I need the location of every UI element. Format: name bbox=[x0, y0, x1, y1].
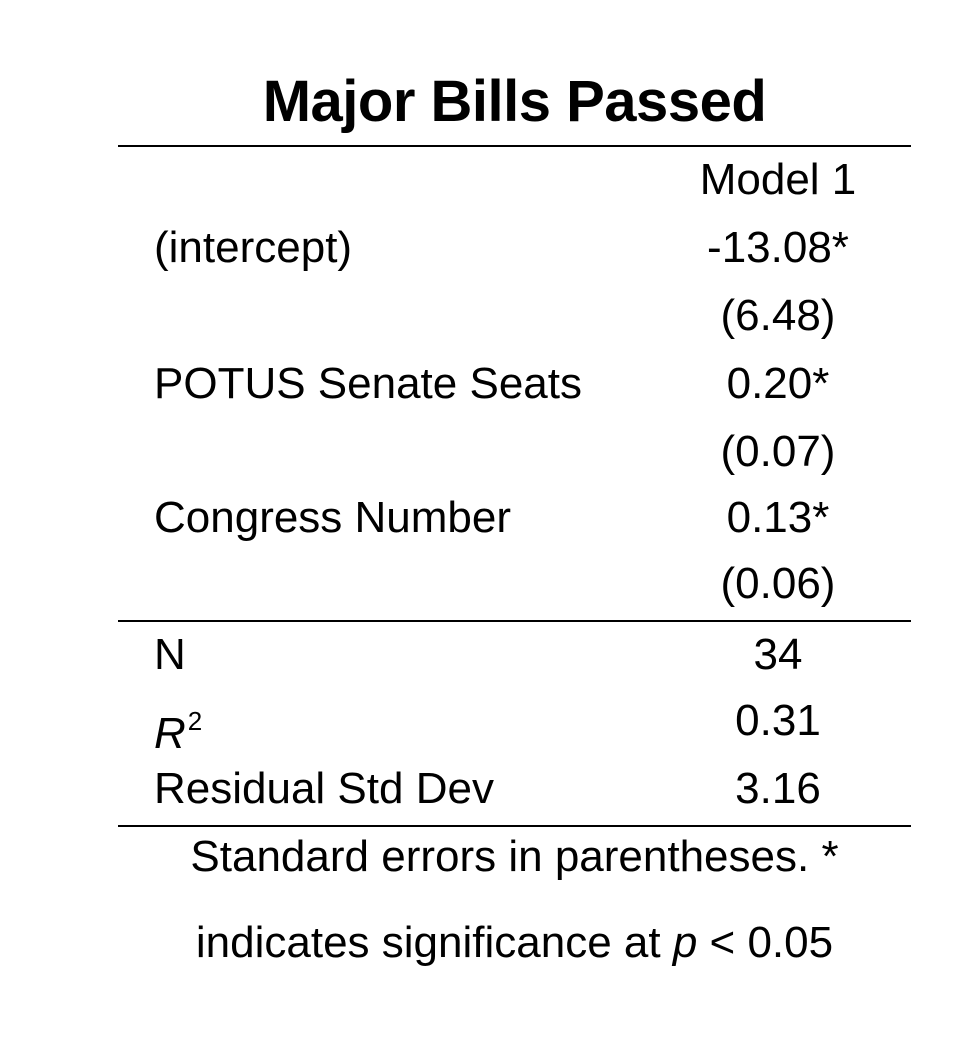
coef-se: (6.48) bbox=[720, 291, 836, 340]
r-squared-superscript: 2 bbox=[187, 706, 203, 736]
coef-estimate: 0.20* bbox=[726, 359, 830, 408]
stat-value: 34 bbox=[753, 630, 803, 679]
coef-label: POTUS Senate Seats bbox=[154, 359, 582, 408]
model-header: Model 1 bbox=[699, 155, 857, 204]
r-symbol: R bbox=[154, 709, 186, 758]
se-row-congress-number: (0.06) bbox=[118, 550, 911, 618]
mid-rule bbox=[118, 620, 911, 622]
coef-se: (0.06) bbox=[720, 559, 836, 608]
coef-row-congress-number: Congress Number 0.13* bbox=[118, 484, 911, 552]
stat-value: 0.31 bbox=[735, 696, 821, 745]
coef-label: Congress Number bbox=[154, 493, 512, 542]
top-rule bbox=[118, 145, 911, 147]
regression-table: Major Bills Passed Model 1 (intercept) -… bbox=[118, 0, 911, 1040]
se-row-intercept: (6.48) bbox=[118, 282, 911, 350]
se-row-potus-senate-seats: (0.07) bbox=[118, 418, 911, 486]
table-note-line-2: indicates significance at p < 0.05 bbox=[118, 900, 911, 986]
note-prefix: indicates significance at bbox=[195, 918, 673, 967]
stat-row-residual-sd: Residual Std Dev 3.16 bbox=[118, 755, 911, 823]
stat-label-r-squared: R2 bbox=[154, 687, 202, 768]
table-note-line-1: Standard errors in parentheses. * bbox=[190, 832, 839, 881]
note-suffix: < 0.05 bbox=[697, 918, 834, 967]
coef-estimate: -13.08* bbox=[707, 223, 849, 272]
stat-row-n: N 34 bbox=[118, 621, 911, 689]
coef-estimate: 0.13* bbox=[726, 493, 830, 542]
coef-row-potus-senate-seats: POTUS Senate Seats 0.20* bbox=[118, 350, 911, 418]
stat-label: Residual Std Dev bbox=[154, 764, 494, 813]
stat-row-r-squared: R2 0.31 bbox=[118, 687, 911, 758]
coef-se: (0.07) bbox=[720, 427, 836, 476]
coef-row-intercept: (intercept) -13.08* bbox=[118, 214, 911, 282]
note-p-symbol: p bbox=[672, 918, 698, 967]
bottom-rule bbox=[118, 825, 911, 827]
header-row: Model 1 bbox=[118, 146, 911, 214]
stat-value: 3.16 bbox=[735, 764, 821, 813]
table-title: Major Bills Passed bbox=[262, 69, 767, 134]
coef-label: (intercept) bbox=[154, 223, 353, 272]
stat-label: N bbox=[154, 630, 186, 679]
